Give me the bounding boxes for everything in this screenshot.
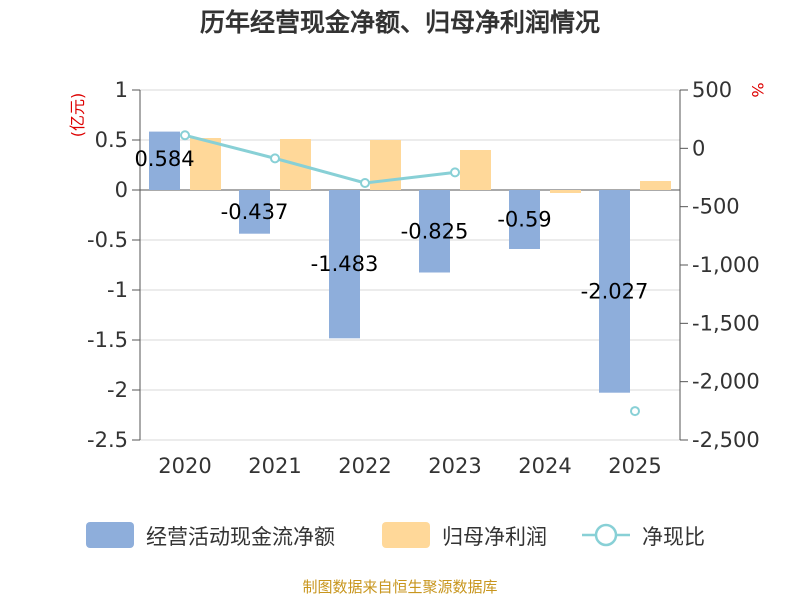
ratio-line [180, 130, 640, 417]
legend: 经营活动现金流净额 归母净利润 净现比 [86, 522, 705, 549]
source-note: 制图数据来自恒生聚源数据库 [302, 578, 497, 596]
x-tick-label: 2025 [608, 454, 661, 478]
bars [149, 131, 671, 393]
right-axis-unit: % [748, 82, 767, 97]
bar-ocf-2025 [599, 190, 630, 393]
x-axis: 2020 2021 2022 2023 2024 2025 [158, 454, 661, 478]
bar-ocf-2020 [149, 131, 180, 190]
bar-ocf-2023 [419, 190, 450, 273]
legend-label-ocf: 经营活动现金流净额 [146, 525, 335, 549]
left-tick-label: -2.5 [87, 428, 128, 452]
left-axis-unit: (亿元) [68, 93, 87, 138]
bar-profit-2020 [190, 138, 221, 190]
bar-profit-2023 [460, 150, 491, 190]
bar-profit-2024 [550, 190, 581, 193]
ratio-point-2021 [270, 153, 280, 164]
right-tick-label: -1,500 [692, 311, 760, 335]
data-label-ocf-2022: -1.483 [311, 252, 379, 276]
left-tick-label: -1 [107, 278, 128, 302]
right-axis: 500 0 -500 -1,000 -1,500 -2,000 -2,500 [679, 78, 760, 452]
legend-swatch-profit [382, 522, 430, 548]
data-label-ocf-2024: -0.59 [497, 208, 551, 232]
bar-ocf-2021 [239, 190, 270, 234]
legend-label-profit: 归母净利润 [442, 525, 547, 549]
x-tick-label: 2024 [518, 454, 571, 478]
x-tick-label: 2020 [158, 454, 211, 478]
x-tick-label: 2023 [428, 454, 481, 478]
right-tick-label: 0 [692, 136, 705, 160]
left-tick-label: -1.5 [87, 328, 128, 352]
ratio-point-2025 [630, 406, 640, 417]
right-tick-label: -2,000 [692, 370, 760, 394]
ratio-point-2023 [450, 167, 460, 178]
data-label-ocf-2025: -2.027 [581, 279, 649, 303]
data-labels: 0.584 -0.437 -1.483 -0.825 -0.59 -2.027 [134, 147, 648, 303]
ratio-point-2022 [360, 177, 370, 188]
bar-profit-2025 [640, 181, 671, 190]
left-tick-label: -2 [107, 378, 128, 402]
left-axis: 1 0.5 0 -0.5 -1 -1.5 -2 -2.5 [87, 78, 141, 452]
bar-ocf-2022 [329, 190, 360, 339]
ratio-point-2020 [180, 130, 190, 141]
x-tick-label: 2021 [248, 454, 301, 478]
data-label-ocf-2023: -0.825 [401, 219, 469, 243]
right-tick-label: -500 [692, 195, 740, 219]
chart-title: 历年经营现金净额、归母净利润情况 [200, 8, 600, 37]
legend-marker-ratio [594, 523, 618, 547]
left-tick-label: 0.5 [95, 128, 128, 152]
legend-label-ratio: 净现比 [642, 525, 705, 549]
data-label-ocf-2020: 0.584 [134, 147, 194, 171]
gridlines [140, 89, 680, 441]
left-tick-label: -0.5 [87, 228, 128, 252]
right-tick-label: -1,000 [692, 253, 760, 277]
bar-ocf-2024 [509, 190, 540, 249]
left-tick-label: 1 [115, 78, 128, 102]
legend-swatch-ocf [86, 522, 134, 548]
ratio-line-segment [184, 133, 456, 185]
left-tick-label: 0 [115, 178, 128, 202]
right-tick-label: 500 [692, 78, 732, 102]
right-tick-label: -2,500 [692, 428, 760, 452]
data-label-ocf-2021: -0.437 [221, 200, 289, 224]
x-tick-label: 2022 [338, 454, 391, 478]
